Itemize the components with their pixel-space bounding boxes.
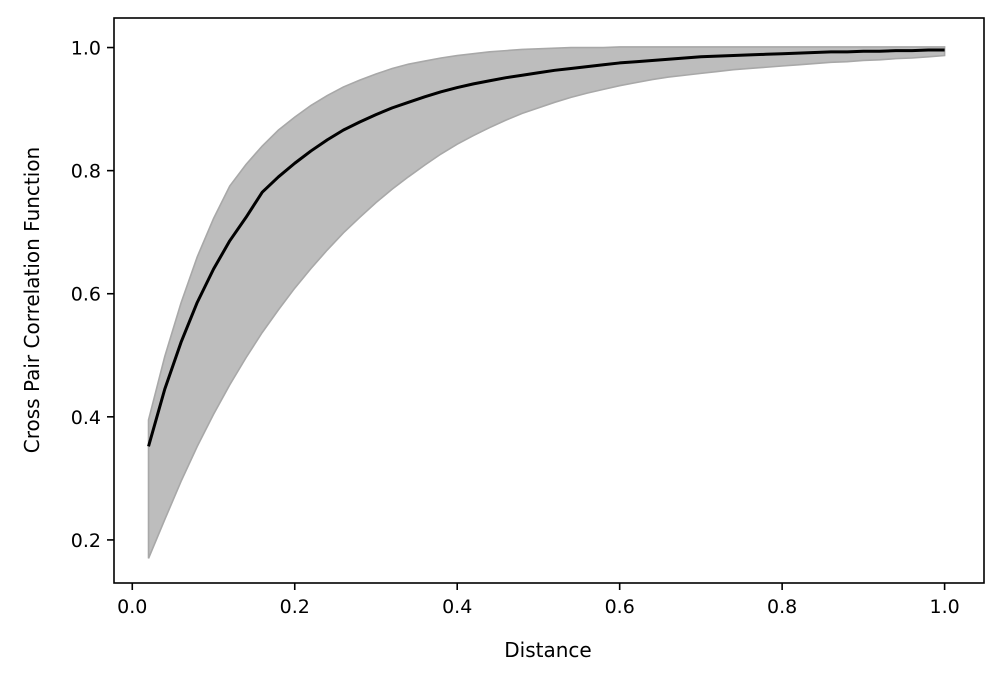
confidence-band bbox=[147, 46, 946, 559]
y-tick-label: 0.8 bbox=[71, 161, 101, 183]
x-tick-label: 0.2 bbox=[280, 596, 310, 618]
y-axis-ticks: 0.2 0.4 0.6 0.8 1.0 bbox=[71, 38, 114, 552]
x-axis-ticks: 0.0 0.2 0.4 0.6 0.8 1.0 bbox=[117, 583, 960, 618]
x-tick-label: 1.0 bbox=[929, 596, 959, 618]
x-tick-label: 0.8 bbox=[767, 596, 797, 618]
y-tick-label: 0.2 bbox=[71, 530, 101, 552]
x-tick-label: 0.0 bbox=[117, 596, 147, 618]
x-axis-label: Distance bbox=[504, 638, 591, 662]
x-tick-label: 0.6 bbox=[605, 596, 635, 618]
plot-frame bbox=[113, 17, 985, 584]
mean-line bbox=[147, 48, 945, 447]
y-tick-label: 1.0 bbox=[71, 38, 101, 60]
mean-line-layer bbox=[147, 48, 945, 447]
x-tick-label: 0.4 bbox=[442, 596, 472, 618]
y-tick-label: 0.6 bbox=[71, 284, 101, 306]
confidence-band-layer bbox=[147, 46, 946, 559]
y-tick-label: 0.4 bbox=[71, 407, 101, 429]
y-axis-label: Cross Pair Correlation Function bbox=[20, 147, 44, 453]
